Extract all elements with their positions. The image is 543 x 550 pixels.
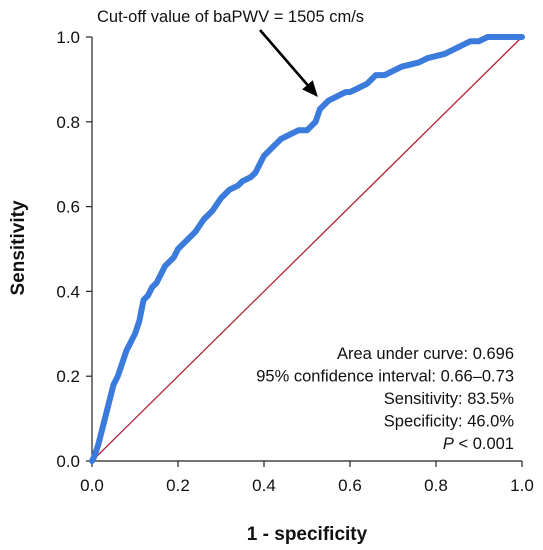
y-tick-label: 1.0 <box>56 28 80 47</box>
y-tick-label: 0.4 <box>56 282 80 301</box>
stat-line: Area under curve: 0.696 <box>337 345 514 363</box>
axes: 0.0 0.2 0.4 0.6 0.8 1.0 0.0 0.2 0.4 0.6 0.8 1.0 <box>56 28 533 495</box>
reference-line <box>91 36 523 462</box>
labels: 1 - specificity Sensitivity Cut-off valu… <box>8 8 368 545</box>
stats-box: Area under curve: 0.696 95% confidence in… <box>256 345 514 453</box>
x-tick-label: 0.6 <box>338 476 362 495</box>
y-tick-label: 0.0 <box>56 452 80 471</box>
stat-line: 95% confidence interval: 0.66–0.73 <box>256 368 514 386</box>
roc-curve-line <box>89 34 525 464</box>
x-tick-label: 0.0 <box>80 476 104 495</box>
y-axis-title: Sensitivity <box>8 200 29 295</box>
x-axis-title: 1 - specificity <box>247 524 368 545</box>
x-tick-label: 0.8 <box>424 476 448 495</box>
y-tick-label: 0.6 <box>56 198 80 217</box>
x-tick-label: 0.2 <box>166 476 190 495</box>
x-tick-label: 1.0 <box>510 476 534 495</box>
plot-area <box>89 29 525 464</box>
x-tick-label: 0.4 <box>252 476 276 495</box>
annotation-text: Cut-off value of baPWV = 1505 cm/s <box>97 8 364 26</box>
y-tick-label: 0.8 <box>56 113 80 132</box>
annotation-arrow <box>259 29 309 86</box>
stat-line: P < 0.001 <box>443 435 514 453</box>
annotation-arrowhead <box>302 80 318 97</box>
stat-line: Sensitivity: 83.5% <box>384 390 515 408</box>
y-tick-label: 0.2 <box>56 367 80 386</box>
stat-line: Specificity: 46.0% <box>384 413 515 431</box>
